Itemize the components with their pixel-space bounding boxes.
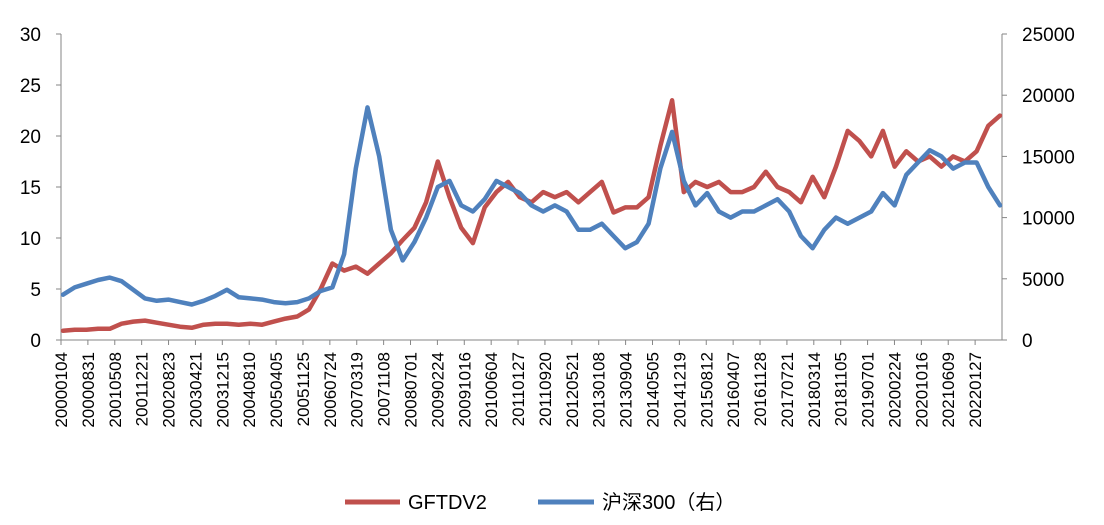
series-line-hs300 bbox=[60, 105, 1003, 307]
x-tick-label: 20220127 bbox=[966, 352, 985, 428]
x-tick-label: 20210609 bbox=[939, 352, 958, 428]
x-tick-label: 20090224 bbox=[428, 352, 447, 428]
left-axis-ticks: 0 5 10 15 20 25 30 bbox=[20, 25, 61, 352]
x-tick-label: 20050405 bbox=[267, 352, 286, 428]
legend-label-hs300: 沪深300（右） bbox=[602, 491, 735, 514]
left-tick-label: 5 bbox=[30, 280, 41, 301]
right-tick-label: 0 bbox=[1022, 331, 1033, 352]
x-tick-label: 20200224 bbox=[885, 352, 904, 428]
x-tick-label: 20141219 bbox=[670, 352, 689, 428]
x-tick-label: 20190701 bbox=[859, 352, 878, 428]
right-tick-label: 10000 bbox=[1022, 209, 1075, 230]
x-tick-label: 20000831 bbox=[79, 352, 98, 428]
x-tick-label: 20060724 bbox=[321, 352, 340, 428]
right-tick-label: 20000 bbox=[1022, 86, 1075, 107]
x-tick-label: 20180314 bbox=[805, 352, 824, 428]
x-tick-label: 20130108 bbox=[590, 352, 609, 428]
x-tick-label: 20170721 bbox=[778, 352, 797, 428]
left-tick-label: 30 bbox=[20, 25, 41, 46]
x-tick-label: 20100604 bbox=[482, 352, 501, 428]
x-tick-label: 20031215 bbox=[213, 352, 232, 428]
left-tick-label: 10 bbox=[20, 229, 41, 250]
legend-item-gftdv2: GFTDV2 bbox=[345, 492, 487, 514]
x-tick-label: 20030421 bbox=[186, 352, 205, 428]
series-layer bbox=[60, 98, 1003, 334]
x-tick-label: 20010508 bbox=[106, 352, 125, 428]
left-tick-label: 15 bbox=[20, 178, 41, 199]
x-tick-label: 20051125 bbox=[294, 352, 313, 426]
left-tick-label: 0 bbox=[30, 331, 41, 352]
x-tick-label: 20071108 bbox=[375, 352, 394, 426]
x-tick-label: 20201016 bbox=[912, 352, 931, 428]
left-tick-label: 20 bbox=[20, 127, 41, 148]
right-tick-label: 5000 bbox=[1022, 270, 1064, 291]
x-tick-label: 20091016 bbox=[455, 352, 474, 428]
right-tick-label: 15000 bbox=[1022, 147, 1075, 168]
x-tick-label: 20080701 bbox=[402, 352, 421, 428]
x-tick-label: 20181105 bbox=[832, 352, 851, 426]
x-tick-label: 20150812 bbox=[697, 352, 716, 428]
x-tick-label: 20000104 bbox=[52, 352, 71, 428]
x-tick-label: 20110920 bbox=[536, 352, 555, 426]
x-tick-label: 20120521 bbox=[563, 352, 582, 428]
legend-item-hs300: 沪深300（右） bbox=[538, 491, 735, 514]
x-tick-label: 20130904 bbox=[617, 352, 636, 428]
x-tick-label: 20160407 bbox=[724, 352, 743, 428]
left-tick-label: 25 bbox=[20, 76, 41, 97]
x-tick-label: 20011221 bbox=[133, 352, 152, 426]
x-tick-label: 20110127 bbox=[509, 352, 528, 426]
axes bbox=[60, 34, 1003, 341]
right-axis-ticks: 0 5000 10000 15000 20000 25000 bbox=[1002, 25, 1075, 352]
right-tick-label: 25000 bbox=[1022, 25, 1075, 46]
x-tick-label: 20070319 bbox=[348, 352, 367, 428]
x-axis-ticks: 20000104 20000831 20010508 20011221 20020823… bbox=[52, 340, 985, 428]
legend: GFTDV2 沪深300（右） bbox=[345, 491, 735, 514]
x-tick-label: 20140505 bbox=[643, 352, 662, 428]
x-tick-label: 20040810 bbox=[240, 352, 259, 428]
x-tick-label: 20020823 bbox=[160, 352, 179, 428]
x-tick-label: 20161128 bbox=[751, 352, 770, 426]
legend-label-gftdv2: GFTDV2 bbox=[408, 492, 487, 514]
